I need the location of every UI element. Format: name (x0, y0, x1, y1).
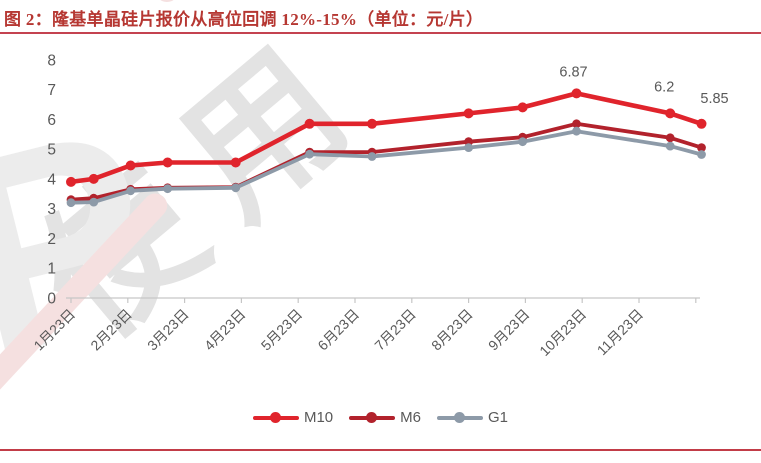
data-point-g1 (665, 141, 675, 151)
y-axis-label: 2 (47, 231, 56, 248)
data-point-m10 (304, 118, 315, 129)
y-axis-label: 1 (47, 261, 56, 278)
data-point-m10 (230, 157, 241, 168)
data-point-m10 (665, 108, 676, 119)
data-label: 6.2 (654, 79, 674, 95)
legend-item-m10[interactable]: M10 (252, 409, 334, 426)
data-point-m6 (665, 133, 675, 143)
data-point-m10 (367, 118, 377, 129)
data-point-m10 (696, 118, 707, 129)
data-point-g1 (305, 149, 314, 159)
data-point-g1 (89, 197, 99, 207)
data-point-g1 (572, 126, 581, 136)
figure-bottom-rule (0, 449, 761, 451)
legend-label: M6 (400, 409, 421, 426)
data-point-m10 (66, 176, 76, 187)
y-axis-label: 3 (47, 201, 56, 218)
legend-item-m6[interactable]: M6 (349, 409, 421, 426)
x-axis-label: 4月23日 (201, 306, 249, 354)
x-axis-label: 8月23日 (428, 306, 476, 354)
x-axis-label: 5月23日 (258, 306, 306, 354)
y-axis-label: 4 (47, 171, 56, 188)
legend-dot-swatch (454, 412, 465, 423)
title-underline (0, 32, 761, 34)
legend-marker-m6 (349, 412, 396, 423)
data-label: 5.85 (700, 91, 728, 107)
data-point-g1 (126, 186, 135, 196)
legend-dot-swatch (366, 412, 378, 423)
data-point-m10 (463, 108, 474, 119)
x-axis-label: 7月23日 (371, 306, 419, 354)
data-point-g1 (518, 137, 527, 147)
data-point-m10 (125, 160, 136, 171)
data-point-m10 (162, 157, 173, 168)
data-point-g1 (464, 143, 473, 153)
data-point-g1 (697, 150, 706, 159)
x-axis-label: 11月23日 (594, 306, 646, 358)
x-axis-label: 9月23日 (485, 306, 533, 354)
y-axis-label: 5 (47, 142, 56, 159)
data-point-g1 (231, 183, 241, 193)
x-axis-label: 6月23日 (314, 306, 362, 354)
series-line-m10 (70, 91, 703, 185)
y-axis-label: 8 (47, 52, 56, 69)
figure-title: 图 2：隆基单晶硅片报价从高位回调 12%-15%（单位：元/片） (4, 10, 484, 29)
x-axis-label: 10月23日 (536, 306, 589, 359)
legend-label: M10 (303, 409, 334, 426)
data-point-g1 (66, 198, 76, 208)
data-point-m6 (697, 143, 706, 153)
data-point-m10 (88, 173, 99, 184)
data-point-g1 (163, 184, 173, 194)
data-label: 6.87 (559, 64, 587, 80)
legend-marker-g1 (437, 412, 483, 423)
x-axis-label: 2月23日 (87, 306, 135, 354)
y-axis-label: 0 (47, 291, 56, 308)
legend-dot-swatch (269, 412, 281, 423)
y-axis-label: 6 (47, 112, 56, 129)
legend-item-g1[interactable]: G1 (437, 409, 508, 426)
data-point-m10 (571, 88, 582, 99)
legend-marker-m10 (252, 412, 299, 423)
data-point-m10 (517, 102, 528, 113)
data-point-g1 (367, 152, 377, 161)
data-point-m6 (572, 119, 581, 129)
x-axis-label: 1月23日 (30, 306, 78, 354)
legend-label: G1 (488, 409, 509, 426)
chart-legend: M10 M6 G1 (0, 409, 761, 426)
y-axis-label: 7 (47, 82, 56, 99)
x-axis-label: 3月23日 (144, 306, 192, 354)
